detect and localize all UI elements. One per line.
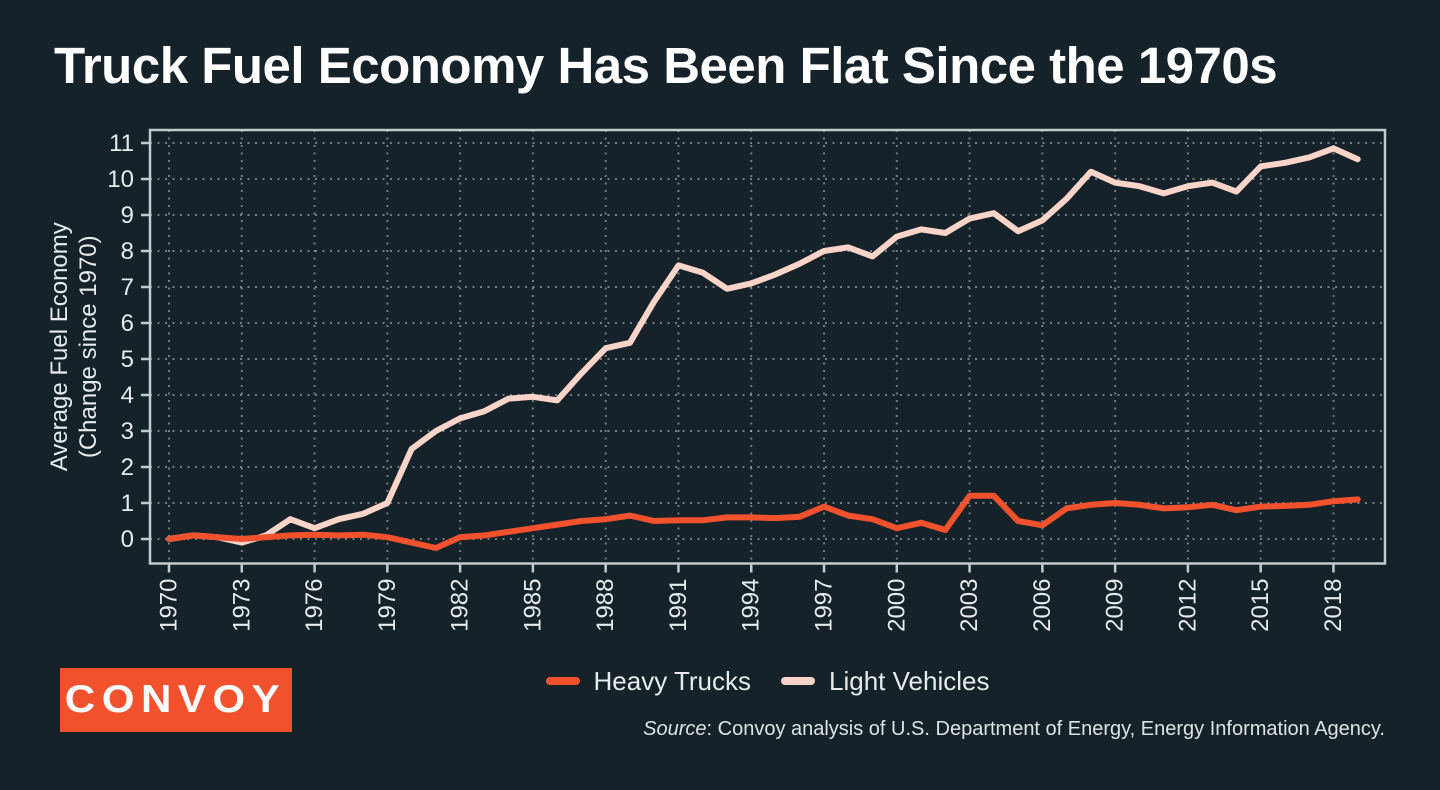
legend-label: Heavy Trucks <box>593 665 752 696</box>
legend-item-light-vehicles: Light Vehicles <box>781 666 989 697</box>
x-tick-label: 1979 <box>374 579 401 632</box>
y-tick-label: 7 <box>121 274 134 301</box>
x-tick-label: 1991 <box>665 579 692 632</box>
y-tick-label: 11 <box>109 130 134 157</box>
x-tick-label: 1976 <box>301 579 328 632</box>
legend-item-heavy-trucks: Heavy Trucks <box>545 665 752 697</box>
chart-title: Truck Fuel Economy Has Been Flat Since t… <box>54 37 1278 94</box>
x-tick-label: 1982 <box>447 579 474 632</box>
source-citation: Source: Convoy analysis of U.S. Departme… <box>643 718 1385 741</box>
x-tick-label: 1988 <box>592 579 619 632</box>
light-vehicles-line-swatch <box>781 677 816 685</box>
source-text: : Convoy analysis of U.S. Department of … <box>706 718 1385 740</box>
series-line-heavy-trucks <box>166 492 1361 551</box>
x-tick-label: 1970 <box>156 579 183 632</box>
x-tick-label: 1997 <box>811 579 838 632</box>
y-tick-label: 3 <box>121 418 134 445</box>
chart-legend: Heavy Trucks Light Vehicles <box>150 662 1385 700</box>
y-axis-title-line1: Average Fuel Economy <box>46 222 73 471</box>
y-tick-label: 4 <box>121 382 134 409</box>
y-axis-title-line2: (Change since 1970) <box>75 235 102 458</box>
x-tick-label: 2000 <box>883 579 910 632</box>
y-tick-label: 8 <box>121 238 134 265</box>
x-tick-label: 1973 <box>228 579 255 632</box>
series-line-light-vehicles <box>166 145 1361 546</box>
y-tick-label: 1 <box>121 490 134 517</box>
heavy-trucks-line-swatch <box>545 677 580 685</box>
x-tick-label: 1985 <box>519 579 546 632</box>
x-tick-label: 2006 <box>1029 579 1056 632</box>
x-tick-label: 2003 <box>956 579 983 632</box>
x-tick-label: 2009 <box>1102 579 1129 632</box>
x-tick-label: 2012 <box>1174 579 1201 632</box>
y-tick-label: 5 <box>121 346 134 373</box>
convoy-logo: CONVOY <box>60 668 292 732</box>
plot-border <box>148 128 1387 565</box>
x-tick-label: 1994 <box>738 579 765 632</box>
x-tick-label: 2015 <box>1247 579 1274 632</box>
y-tick-label: 9 <box>121 202 134 229</box>
y-tick-label: 6 <box>121 310 134 337</box>
fuel-economy-line-chart: 0 1 2 3 4 5 6 7 8 9 10 11 1970 1973 1976 1979 1982 1985 19… <box>46 128 1387 632</box>
legend-label: Light Vehicles <box>829 665 990 696</box>
y-tick-label: 2 <box>121 454 134 481</box>
y-tick-label: 0 <box>121 526 134 553</box>
x-tick-label: 2018 <box>1320 579 1347 632</box>
y-tick-label: 10 <box>107 166 134 193</box>
convoy-logo-text: CONVOY <box>65 678 287 721</box>
source-label: Source <box>643 718 707 740</box>
